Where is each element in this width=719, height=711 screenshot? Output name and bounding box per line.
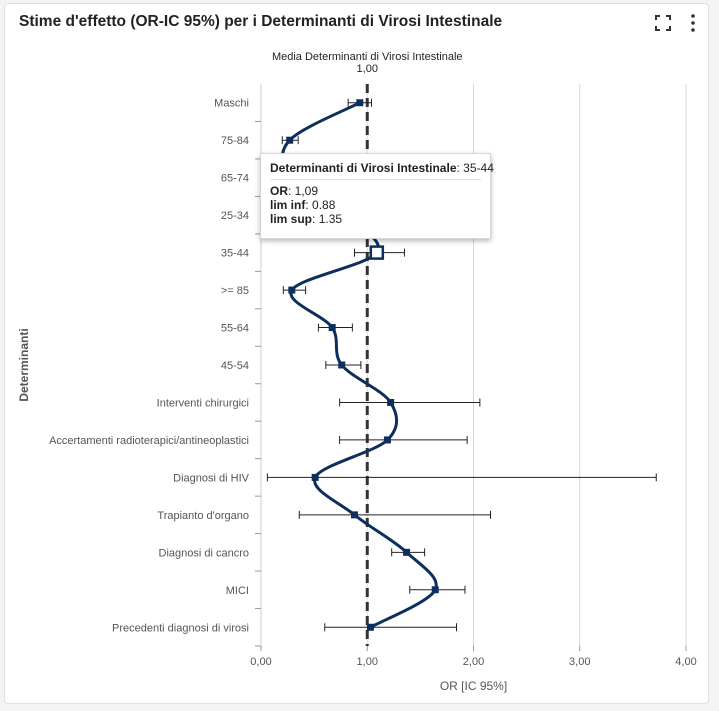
fullscreen-icon[interactable] xyxy=(653,13,673,33)
y-tick-label: Trapianto d'organo xyxy=(157,510,249,522)
x-axis-title: OR [IC 95%] xyxy=(440,679,507,693)
x-tick-label: 2,00 xyxy=(463,656,484,668)
y-tick-label: 75-84 xyxy=(221,135,249,147)
tooltip-lo-value: 0.88 xyxy=(312,198,336,212)
data-point xyxy=(431,586,439,594)
x-tick-label: 1,00 xyxy=(357,656,378,668)
y-tick-label: Maschi xyxy=(214,98,249,110)
data-point xyxy=(351,511,358,519)
y-tick-label: Accertamenti radioterapici/antineoplasti… xyxy=(49,435,249,447)
x-tick-label: 0,00 xyxy=(250,656,271,668)
y-tick-label: 25-34 xyxy=(221,210,249,222)
tooltip-hi-value: 1.35 xyxy=(318,212,343,226)
tooltip-or-value: 1,09 xyxy=(294,184,319,198)
more-vertical-icon[interactable] xyxy=(685,13,705,33)
chart-title: Stime d'effetto (OR-IC 95%) per i Determ… xyxy=(19,13,503,30)
y-tick-label: MICI xyxy=(226,585,249,597)
tooltip-lo-row: lim inf: 0.88 xyxy=(270,198,336,212)
data-point xyxy=(403,548,411,556)
reference-value-label: 1,00 xyxy=(357,63,378,75)
data-point xyxy=(328,324,336,332)
y-tick-label: >= 85 xyxy=(221,285,249,297)
y-tick-label: Interventi chirurgici xyxy=(157,397,249,409)
data-point-highlighted xyxy=(369,245,385,260)
tooltip-header: Determinanti di Virosi Intestinale: 35-4… xyxy=(270,161,494,180)
y-tick-label: Diagnosi di HIV xyxy=(173,472,249,484)
data-point xyxy=(338,361,346,369)
chart-card: Stime d'effetto (OR-IC 95%) per i Determ… xyxy=(4,3,709,704)
data-point xyxy=(286,136,294,144)
tooltip: Determinanti di Virosi Intestinale: 35-4… xyxy=(260,153,494,239)
y-tick-label: 55-64 xyxy=(221,323,249,335)
y-axis-title: Determinanti xyxy=(17,328,31,401)
tooltip-hi-row: lim sup: 1.35 xyxy=(270,212,343,226)
data-point xyxy=(383,436,391,444)
y-tick-label: 65-74 xyxy=(221,173,249,185)
tooltip-hi-label: lim sup xyxy=(270,212,313,226)
y-tick-label: Diagnosi di cancro xyxy=(159,547,250,559)
tooltip-category: 35-44 xyxy=(463,161,494,175)
tooltip-series: Determinanti di Virosi Intestinale xyxy=(270,161,457,175)
data-point xyxy=(387,398,395,406)
tooltip-lo-label: lim inf xyxy=(270,198,306,212)
y-tick-label: 35-44 xyxy=(221,248,249,260)
reference-label: Media Determinanti di Virosi Intestinale xyxy=(272,51,463,63)
data-point xyxy=(311,473,319,481)
data-point xyxy=(288,286,296,294)
tooltip-or-label: OR xyxy=(270,184,288,198)
data-point xyxy=(366,623,374,631)
tooltip-or-row: OR: 1,09 xyxy=(270,184,319,198)
y-tick-label: Precedenti diagnosi di virosi xyxy=(112,622,249,634)
x-tick-label: 4,00 xyxy=(675,656,696,668)
x-tick-label: 3,00 xyxy=(569,656,590,668)
data-point xyxy=(356,99,364,107)
y-tick-label: 45-54 xyxy=(221,360,249,372)
